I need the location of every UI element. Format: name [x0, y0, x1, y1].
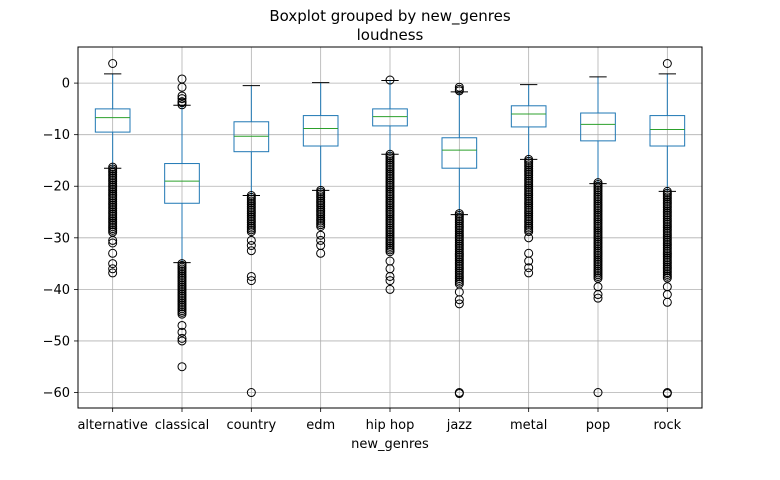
flier-point [524, 263, 534, 273]
x-tick-label: alternative [77, 418, 147, 433]
flier-point [454, 295, 464, 305]
flier-point [524, 256, 534, 266]
flier-point [177, 94, 187, 104]
flier-point [177, 333, 187, 343]
x-tick-label: edm [306, 418, 335, 433]
flier-point [593, 273, 603, 283]
x-tick-label: rock [653, 418, 681, 433]
box-iqr [233, 121, 270, 153]
x-axis-label: new_genres [351, 437, 429, 452]
flier-point [662, 273, 672, 283]
y-tick-label: −10 [43, 128, 70, 143]
x-tick-label: pop [586, 418, 610, 433]
flier-point [108, 268, 118, 278]
flier-point [177, 82, 187, 92]
flier-point [316, 235, 326, 245]
flier-point [524, 233, 534, 243]
x-tick-label: country [226, 418, 276, 433]
y-tick-label: −40 [43, 283, 70, 298]
y-tick-label: −30 [43, 231, 70, 246]
flier-point [662, 297, 672, 307]
flier-point [385, 276, 395, 286]
flier-point [385, 75, 395, 85]
flier-point [108, 259, 118, 269]
x-tick-label: classical [155, 418, 210, 433]
flier-point [385, 247, 395, 257]
box-edm [302, 82, 339, 258]
flier-point [662, 389, 672, 399]
box-iqr [510, 105, 547, 128]
box-metal [510, 84, 547, 278]
flier-point [593, 293, 603, 303]
box-rock [649, 59, 686, 399]
flier-point [662, 59, 672, 69]
box-iqr [441, 137, 478, 169]
flier-point [246, 227, 256, 237]
flier-point [454, 299, 464, 309]
flier-point [246, 271, 256, 281]
flier-point [246, 246, 256, 256]
flier-point [524, 268, 534, 278]
box-iqr [164, 163, 200, 204]
flier-point [385, 284, 395, 294]
flier-point [177, 327, 187, 337]
flier-point [593, 290, 603, 300]
y-axis-ticks: 0 −10 −20 −30 −40 −50 −60 [43, 77, 78, 401]
chart-title: Boxplot grouped by new_genres [269, 7, 510, 26]
box-pop [580, 76, 616, 398]
box-classical [164, 74, 200, 372]
flier-point [454, 389, 464, 399]
flier-point [246, 241, 256, 251]
flier-point [316, 230, 326, 240]
flier-point [454, 86, 464, 96]
flier-point [177, 98, 187, 108]
x-tick-label: hip hop [366, 418, 415, 433]
y-tick-label: 0 [62, 77, 70, 92]
flier-point [177, 91, 187, 101]
box-alternative [94, 59, 131, 278]
flier-point [108, 264, 118, 274]
chart-subtitle: loudness [357, 26, 424, 44]
flier-point [385, 271, 395, 281]
box-iqr [302, 115, 339, 147]
y-tick-label: −60 [43, 386, 70, 401]
x-tick-label: metal [510, 418, 547, 433]
flier-point [177, 362, 187, 372]
flier-point [246, 276, 256, 286]
flier-point [177, 336, 187, 346]
boxes-layer [94, 59, 686, 399]
flier-point [108, 238, 118, 248]
flier-point [108, 59, 118, 69]
box-iqr [580, 112, 616, 142]
flier-point [108, 248, 118, 258]
flier-point [177, 100, 187, 110]
flier-point [177, 320, 187, 330]
flier-point [177, 309, 187, 319]
box-hip-hop [372, 75, 408, 294]
x-axis-ticks: alternative classical country edm hip hop jaz… [77, 408, 682, 433]
box-jazz [441, 82, 478, 399]
flier-point [316, 248, 326, 258]
box-country [233, 85, 270, 398]
flier-point [108, 235, 118, 245]
box-iqr [649, 115, 686, 147]
box-iqr [94, 108, 131, 133]
flier-point [454, 82, 464, 92]
flier-point [246, 235, 256, 245]
y-tick-label: −50 [43, 334, 70, 349]
x-tick-label: jazz [446, 418, 472, 433]
box-iqr [372, 108, 408, 127]
flier-point [316, 221, 326, 231]
y-tick-label: −20 [43, 180, 70, 195]
flier-point [524, 227, 534, 237]
flier-point [246, 388, 256, 398]
flier-point [593, 388, 603, 398]
